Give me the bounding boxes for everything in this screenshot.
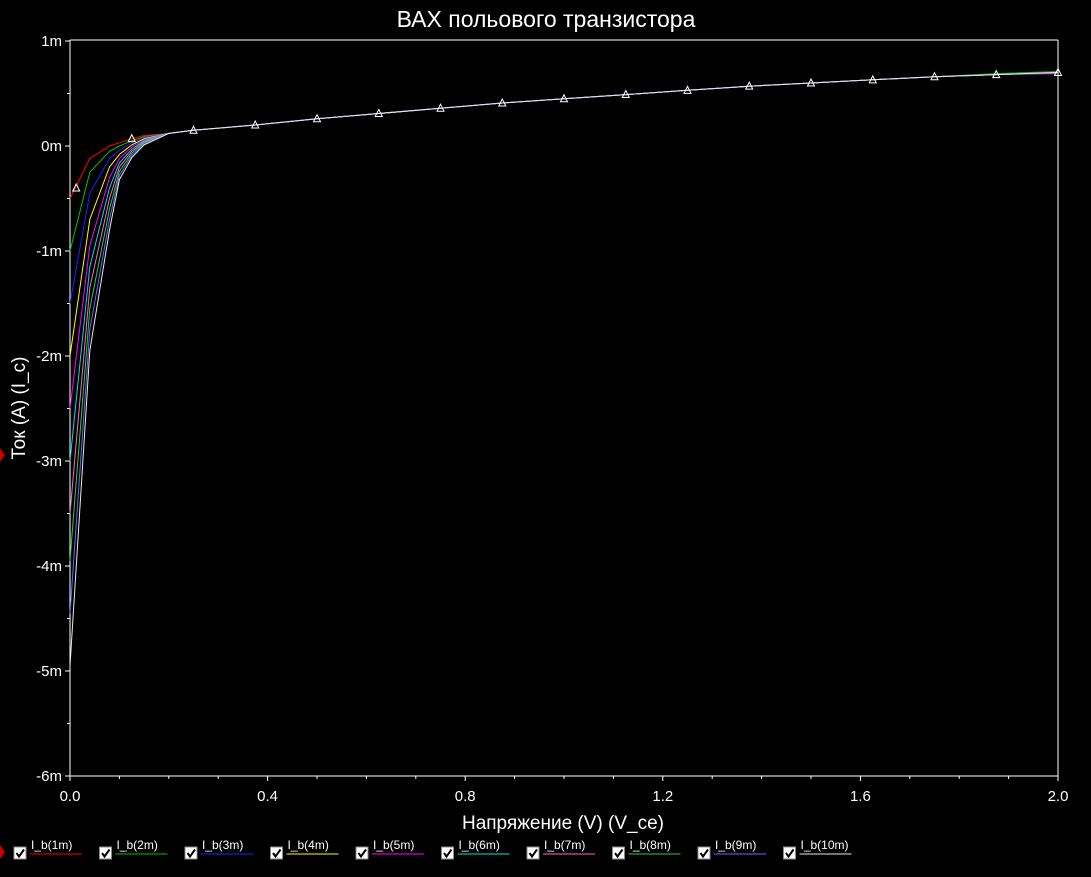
data-marker (250, 119, 260, 129)
data-marker (312, 113, 322, 123)
data-marker (621, 89, 631, 99)
legend-item[interactable]: I_b(10m) (783, 838, 852, 860)
legend-item[interactable]: I_b(3m) (184, 838, 253, 860)
data-marker (1053, 67, 1063, 76)
legend-item[interactable]: I_b(7m) (526, 838, 595, 860)
data-marker (806, 77, 816, 87)
legend: I_b(1m) I_b(2m) I_b(3m) I_b(4m) I_b(5m) I_b(6… (13, 838, 852, 860)
data-marker (189, 125, 198, 134)
legend-label: I_b(6m) (459, 838, 500, 852)
check-icon (443, 848, 453, 859)
legend-item[interactable]: I_b(4m) (270, 838, 339, 860)
y-tick-label: -6m (36, 768, 62, 785)
check-icon (785, 848, 795, 859)
legend-label: I_b(7m) (544, 838, 585, 852)
x-axis-label: Напряжение (V) (V_ce) (462, 813, 664, 834)
data-marker (127, 133, 137, 143)
legend-checkbox[interactable] (697, 846, 711, 860)
data-marker (683, 85, 692, 94)
x-tick-label: 1.2 (652, 788, 673, 805)
data-marker (559, 93, 569, 103)
x-tick-label: 0.4 (257, 788, 278, 805)
legend-checkbox[interactable] (99, 846, 112, 860)
legend-checkbox[interactable] (355, 846, 369, 860)
chart-title: ВАХ польового транзистора (397, 6, 696, 32)
data-marker (991, 69, 1001, 79)
legend-checkbox[interactable] (612, 846, 625, 860)
x-axis-ticks: 0.0 0.4 0.8 1.2 1.6 2.0 (60, 776, 1069, 805)
legend-item[interactable]: I_b(5m) (355, 838, 424, 860)
x-tick-label: 0.8 (455, 788, 476, 805)
check-icon (15, 848, 25, 859)
series-layer (69, 71, 1059, 666)
legend-label: I_b(3m) (202, 838, 243, 852)
y-tick-label: 0m (41, 138, 62, 155)
data-marker (744, 81, 754, 90)
check-icon (528, 848, 538, 859)
check-icon (357, 848, 367, 859)
x-tick-label: 1.6 (850, 788, 871, 805)
legend-checkbox[interactable] (184, 846, 198, 860)
x-tick-label: 0.0 (60, 788, 81, 805)
data-marker (930, 71, 939, 81)
y-tick-label: -2m (36, 348, 62, 365)
y-tick-label: -5m (36, 663, 62, 680)
legend-label: I_b(4m) (288, 838, 329, 852)
legend-checkbox[interactable] (270, 846, 283, 860)
y-tick-label: 1m (41, 33, 62, 50)
check-icon (186, 848, 196, 859)
legend-item[interactable]: I_b(8m) (612, 838, 681, 860)
legend-label: I_b(1m) (31, 838, 72, 852)
x-tick-label: 2.0 (1048, 788, 1069, 805)
legend-label: I_b(8m) (630, 838, 671, 852)
data-marker (71, 182, 81, 192)
data-marker (436, 103, 445, 112)
legend-item[interactable]: I_b(6m) (441, 838, 510, 860)
data-marker (374, 108, 384, 117)
legend-item[interactable]: I_b(2m) (99, 838, 168, 860)
legend-checkbox[interactable] (526, 846, 540, 860)
legend-item[interactable]: I_b(9m) (697, 838, 766, 860)
check-icon (699, 848, 709, 859)
legend-label: I_b(10m) (801, 838, 849, 852)
y-tick-label: -1m (36, 243, 62, 260)
y-axis-ticks: 1m 0m -1m -2m -3m -4m -5m -6m (36, 33, 70, 785)
legend-checkbox[interactable] (783, 846, 796, 860)
y-tick-label: -4m (36, 558, 62, 575)
y-axis-label: Ток (А) (I_c) (9, 357, 30, 460)
legend-cursor-marker (0, 845, 5, 859)
check-icon (614, 848, 624, 859)
legend-label: I_b(9m) (715, 838, 756, 852)
y-cursor-marker[interactable] (0, 448, 5, 462)
legend-label: I_b(2m) (117, 838, 158, 852)
legend-checkbox[interactable] (13, 846, 27, 860)
legend-item[interactable]: I_b(1m) (13, 838, 82, 860)
y-tick-label: -3m (36, 453, 62, 470)
legend-checkbox[interactable] (441, 846, 454, 860)
check-icon (272, 848, 282, 859)
data-marker (497, 97, 507, 107)
data-marker (868, 74, 878, 84)
series-line-i-b10m (69, 72, 1059, 666)
check-icon (101, 848, 111, 859)
marker-layer (71, 67, 1063, 192)
legend-label: I_b(5m) (373, 838, 414, 852)
